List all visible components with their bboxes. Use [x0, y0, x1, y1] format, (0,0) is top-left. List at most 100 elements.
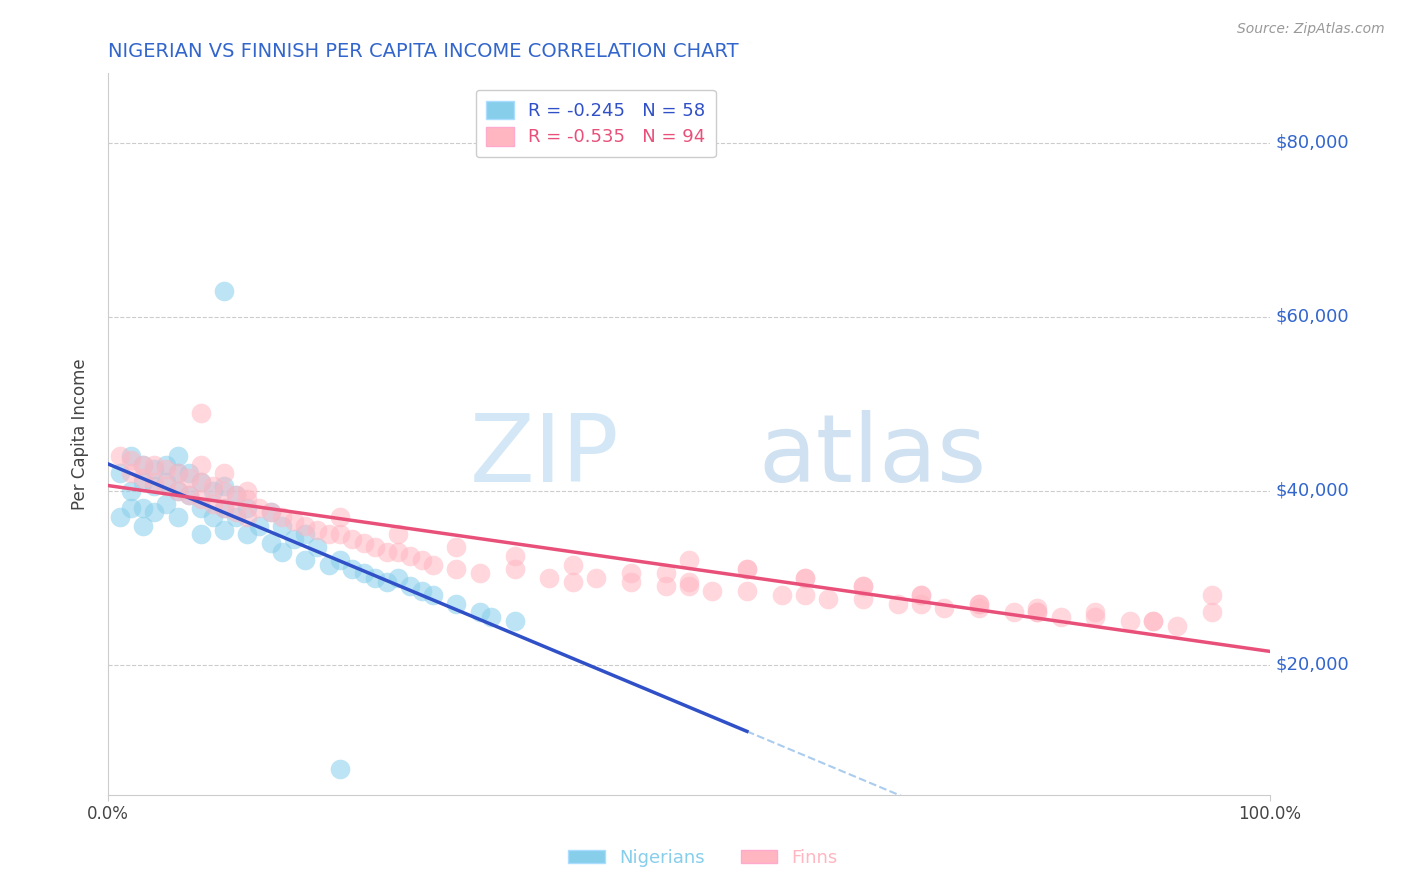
- Point: [561, 558, 583, 572]
- Point: [735, 562, 758, 576]
- Point: [225, 488, 247, 502]
- Point: [538, 571, 561, 585]
- Point: [247, 518, 270, 533]
- Point: [307, 541, 329, 555]
- Point: [329, 553, 352, 567]
- Point: [236, 501, 259, 516]
- Text: ZIP: ZIP: [470, 410, 619, 502]
- Point: [155, 462, 177, 476]
- Point: [1002, 606, 1025, 620]
- Text: $40,000: $40,000: [1275, 482, 1350, 500]
- Point: [387, 527, 409, 541]
- Point: [294, 518, 316, 533]
- Point: [329, 509, 352, 524]
- Point: [700, 583, 723, 598]
- Point: [271, 544, 294, 558]
- Point: [503, 549, 526, 563]
- Point: [446, 541, 468, 555]
- Point: [318, 527, 340, 541]
- Point: [143, 475, 166, 489]
- Point: [132, 471, 155, 485]
- Point: [967, 597, 990, 611]
- Point: [561, 575, 583, 590]
- Point: [1084, 610, 1107, 624]
- Point: [166, 467, 188, 481]
- Point: [179, 488, 201, 502]
- Point: [678, 553, 700, 567]
- Point: [1201, 606, 1223, 620]
- Point: [329, 527, 352, 541]
- Point: [910, 597, 932, 611]
- Point: [399, 549, 422, 563]
- Text: $60,000: $60,000: [1275, 308, 1348, 326]
- Point: [190, 527, 212, 541]
- Point: [735, 562, 758, 576]
- Point: [887, 597, 910, 611]
- Point: [212, 284, 235, 298]
- Point: [120, 467, 142, 481]
- Point: [201, 479, 224, 493]
- Point: [190, 475, 212, 489]
- Point: [236, 509, 259, 524]
- Point: [399, 579, 422, 593]
- Point: [236, 483, 259, 498]
- Point: [1084, 606, 1107, 620]
- Point: [794, 571, 817, 585]
- Point: [283, 514, 305, 528]
- Text: $80,000: $80,000: [1275, 134, 1348, 152]
- Point: [364, 571, 387, 585]
- Point: [678, 575, 700, 590]
- Point: [585, 571, 607, 585]
- Point: [212, 501, 235, 516]
- Point: [654, 566, 676, 581]
- Point: [212, 479, 235, 493]
- Point: [259, 506, 281, 520]
- Point: [294, 527, 316, 541]
- Point: [155, 479, 177, 493]
- Point: [1201, 588, 1223, 602]
- Point: [259, 506, 281, 520]
- Point: [283, 532, 305, 546]
- Point: [166, 449, 188, 463]
- Point: [318, 558, 340, 572]
- Point: [179, 471, 201, 485]
- Point: [225, 488, 247, 502]
- Point: [375, 575, 398, 590]
- Point: [132, 458, 155, 472]
- Point: [132, 501, 155, 516]
- Point: [446, 597, 468, 611]
- Point: [735, 583, 758, 598]
- Point: [259, 536, 281, 550]
- Point: [794, 571, 817, 585]
- Point: [132, 475, 155, 489]
- Point: [155, 475, 177, 489]
- Point: [190, 501, 212, 516]
- Point: [212, 523, 235, 537]
- Point: [201, 509, 224, 524]
- Point: [1142, 614, 1164, 628]
- Point: [212, 467, 235, 481]
- Point: [375, 544, 398, 558]
- Point: [1119, 614, 1142, 628]
- Point: [422, 588, 444, 602]
- Point: [166, 483, 188, 498]
- Point: [143, 462, 166, 476]
- Point: [1049, 610, 1071, 624]
- Point: [120, 449, 142, 463]
- Point: [934, 601, 956, 615]
- Point: [132, 458, 155, 472]
- Point: [212, 501, 235, 516]
- Point: [1166, 618, 1188, 632]
- Point: [1142, 614, 1164, 628]
- Text: NIGERIAN VS FINNISH PER CAPITA INCOME CORRELATION CHART: NIGERIAN VS FINNISH PER CAPITA INCOME CO…: [108, 42, 738, 61]
- Point: [910, 588, 932, 602]
- Legend: R = -0.245   N = 58, R = -0.535   N = 94: R = -0.245 N = 58, R = -0.535 N = 94: [475, 90, 716, 157]
- Point: [329, 762, 352, 776]
- Point: [307, 523, 329, 537]
- Point: [503, 562, 526, 576]
- Point: [294, 553, 316, 567]
- Point: [967, 601, 990, 615]
- Point: [1026, 606, 1049, 620]
- Point: [190, 492, 212, 507]
- Point: [143, 458, 166, 472]
